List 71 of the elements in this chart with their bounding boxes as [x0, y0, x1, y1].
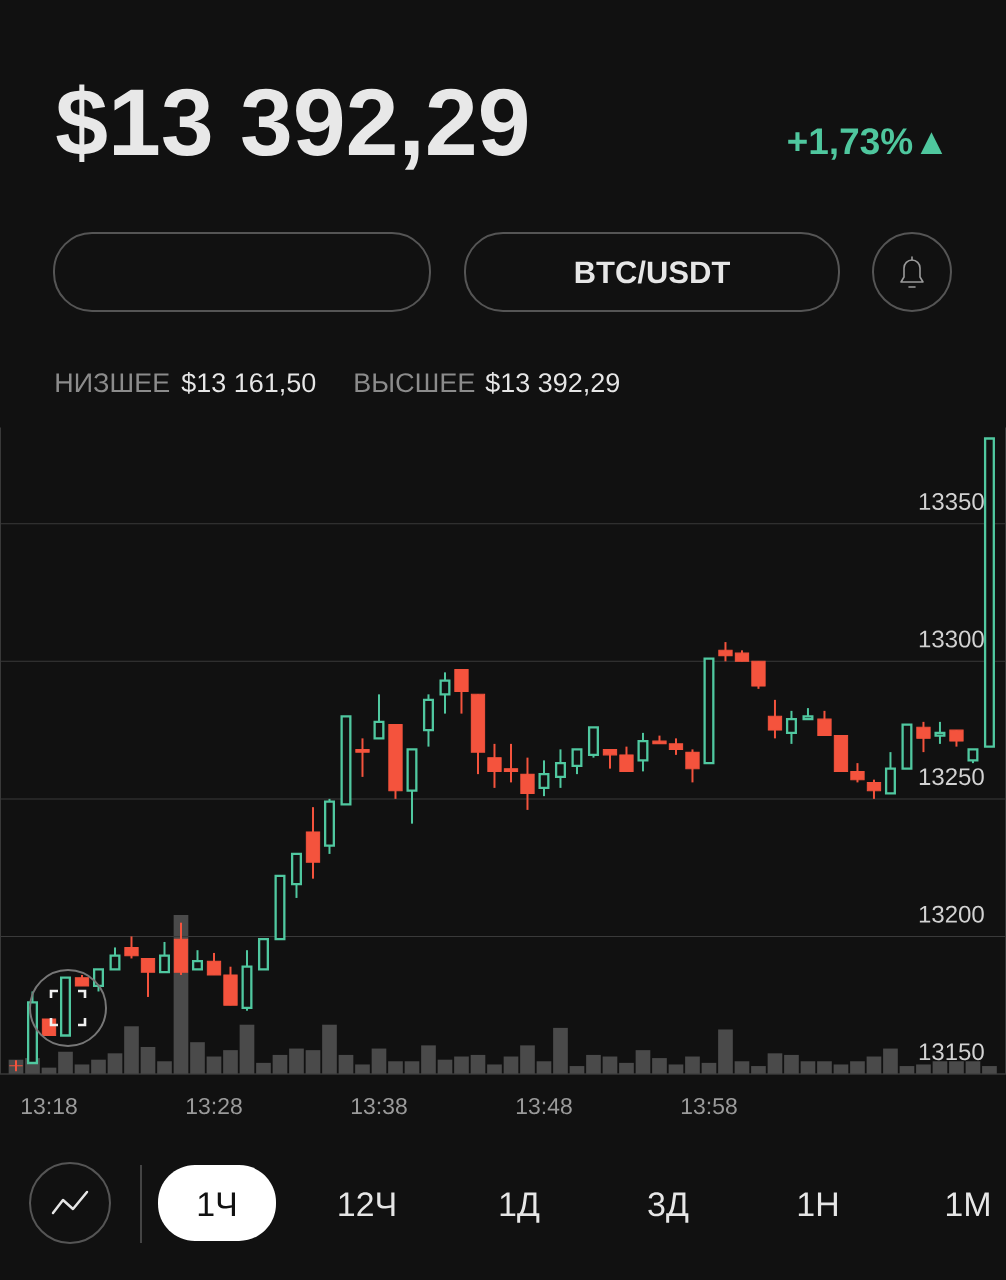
bar: [355, 1064, 370, 1074]
x-tick-label: 13:48: [516, 1097, 572, 1115]
bar: [124, 1026, 139, 1074]
bar: [652, 1058, 667, 1074]
bar: [223, 1050, 238, 1074]
bar: [487, 1064, 502, 1074]
y-tick-label: 13300: [919, 630, 984, 648]
bar: [520, 1045, 535, 1074]
bar: [421, 1045, 436, 1074]
bar: [157, 1061, 172, 1074]
bar: [751, 1066, 766, 1074]
bar: [371, 1048, 387, 1074]
bar: [256, 1062, 271, 1074]
text: 3Д: [648, 1192, 689, 1223]
y-tick-label: 13250: [919, 768, 984, 786]
bar: [454, 1056, 469, 1074]
x-tick-label: 13:38: [351, 1097, 407, 1115]
bar: [784, 1054, 799, 1074]
bar: [668, 1064, 684, 1074]
x-tick-label: 13:18: [21, 1097, 77, 1115]
bar: [239, 1024, 255, 1074]
bar: [949, 1061, 964, 1074]
x-tick-label: 13:28: [186, 1097, 242, 1115]
y-tick-label: 13350: [919, 493, 984, 511]
text: НИЗШЕЕ: [56, 373, 170, 393]
text: ВЫСШЕЕ: [355, 373, 475, 393]
bar: [140, 1046, 156, 1074]
text: 1Ч: [198, 1192, 235, 1216]
bar: [58, 1051, 73, 1074]
bar: [718, 1029, 733, 1074]
bar: [272, 1054, 288, 1074]
bar: [470, 1054, 486, 1074]
bar: [932, 1061, 948, 1074]
bar: [965, 1061, 981, 1074]
text: 1М: [946, 1192, 989, 1216]
bar: [322, 1024, 337, 1074]
bar: [734, 1061, 750, 1074]
bar: [635, 1050, 651, 1074]
text: $13 392,29: [485, 372, 620, 396]
x-tick-label: 13:58: [681, 1097, 737, 1115]
bar: [74, 1064, 90, 1074]
bar: [107, 1053, 123, 1074]
bar: [190, 1042, 205, 1074]
bar: [388, 1061, 403, 1074]
bar: [338, 1054, 354, 1074]
bar: [586, 1054, 601, 1074]
bar: [619, 1062, 634, 1074]
bar: [982, 1066, 997, 1074]
bar: [800, 1061, 816, 1074]
bar: [817, 1061, 832, 1074]
bar: [883, 1048, 898, 1074]
chart-subtitle: +1,73%▲: [788, 128, 943, 160]
text: 1Н: [798, 1192, 837, 1216]
bar: [536, 1061, 552, 1074]
bar: [767, 1053, 783, 1074]
text: 1Д: [500, 1192, 540, 1223]
chart-title: $13 392,29: [56, 84, 527, 170]
text: $13 161,50: [181, 372, 316, 396]
bar: [553, 1027, 568, 1074]
bar: [833, 1064, 849, 1074]
bar: [685, 1056, 700, 1074]
text: 12Ч: [339, 1192, 395, 1216]
text: BTC/USDT: [575, 260, 731, 284]
bar: [850, 1061, 865, 1074]
y-tick-label: 13200: [919, 905, 984, 923]
bar: [916, 1064, 931, 1074]
y-tick-label: 13150: [919, 1043, 984, 1061]
bar: [289, 1048, 304, 1074]
bar: [404, 1061, 420, 1074]
bar: [91, 1059, 106, 1074]
bar: [305, 1050, 321, 1074]
